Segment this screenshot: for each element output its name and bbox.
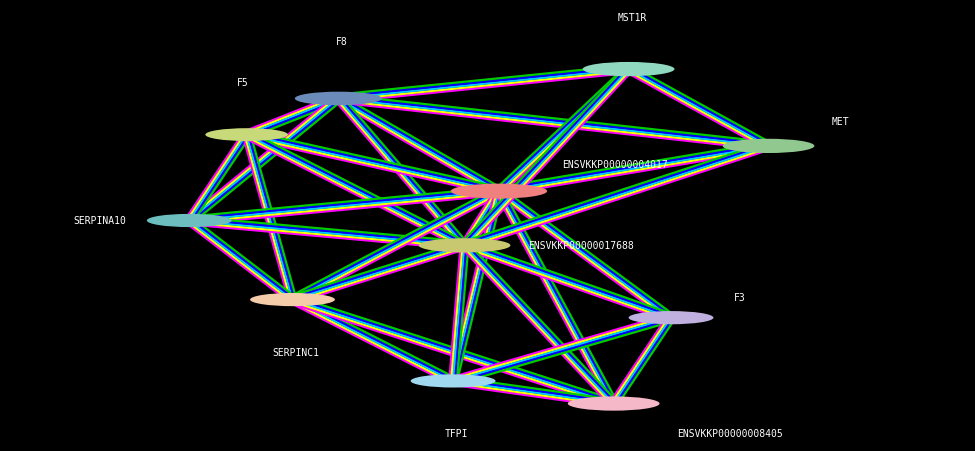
Text: ENSVKKP00000017688: ENSVKKP00000017688 bbox=[527, 241, 634, 251]
Ellipse shape bbox=[294, 92, 382, 106]
Text: F8: F8 bbox=[336, 37, 348, 47]
Ellipse shape bbox=[250, 293, 335, 307]
Text: ENSVKKP00000008405: ENSVKKP00000008405 bbox=[677, 428, 783, 438]
Text: F3: F3 bbox=[734, 293, 746, 303]
Text: SERPINA10: SERPINA10 bbox=[73, 216, 126, 226]
Ellipse shape bbox=[418, 239, 511, 253]
Ellipse shape bbox=[583, 63, 675, 77]
Ellipse shape bbox=[629, 311, 714, 325]
Ellipse shape bbox=[722, 139, 814, 154]
Text: F5: F5 bbox=[237, 78, 249, 88]
Ellipse shape bbox=[206, 129, 288, 142]
Ellipse shape bbox=[410, 374, 495, 388]
Ellipse shape bbox=[450, 184, 547, 199]
Ellipse shape bbox=[567, 396, 659, 411]
Text: ENSVKKP00000004017: ENSVKKP00000004017 bbox=[562, 160, 668, 170]
Text: TFPI: TFPI bbox=[445, 428, 468, 438]
Text: MET: MET bbox=[832, 117, 849, 127]
Text: MST1R: MST1R bbox=[617, 13, 646, 23]
Text: SERPINC1: SERPINC1 bbox=[272, 347, 320, 357]
Ellipse shape bbox=[147, 214, 232, 228]
